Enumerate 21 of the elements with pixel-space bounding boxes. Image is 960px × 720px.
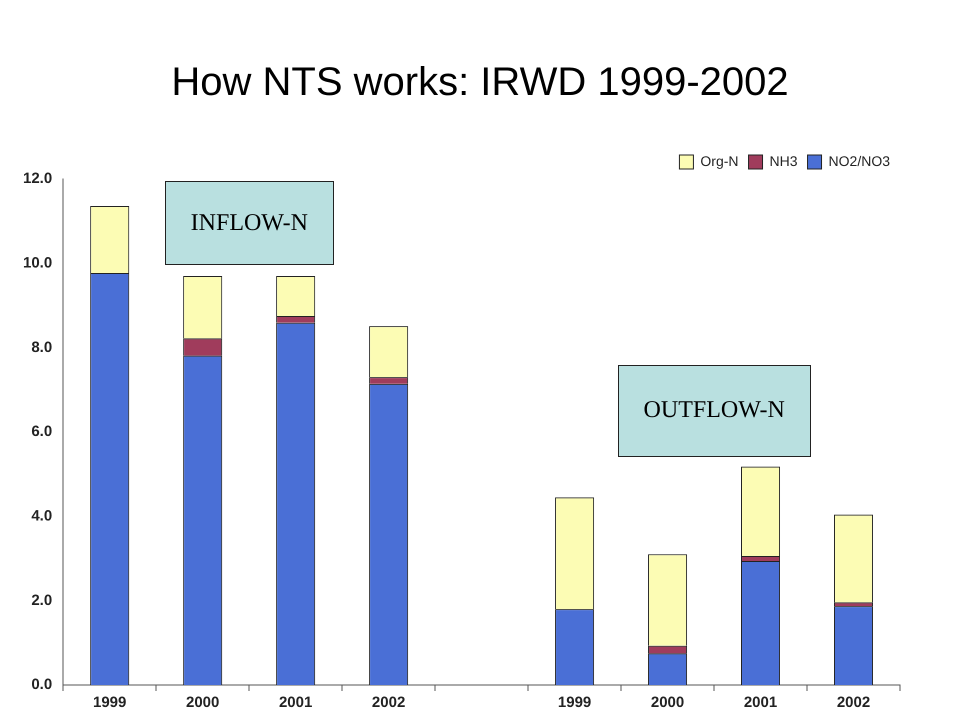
- y-tick-label: 6.0: [31, 423, 52, 440]
- x-tick-label: 2000: [650, 694, 684, 712]
- legend-label: NH3: [770, 152, 798, 169]
- y-tick-label: 8.0: [31, 338, 52, 356]
- y-tick-label: 2.0: [31, 592, 52, 609]
- x-tick-label: 2002: [372, 694, 406, 712]
- chart-title: How NTS works: IRWD 1999-2002: [170, 60, 790, 105]
- legend-label: NO2/NO3: [828, 152, 890, 169]
- x-tick-label: 2001: [278, 694, 312, 712]
- y-tick-label: 12.0: [22, 170, 52, 188]
- x-tick-label: 2000: [186, 694, 220, 712]
- x-tick-label: 1999: [558, 694, 592, 712]
- y-tick-label: 10.0: [22, 254, 52, 272]
- text-box: INFLOW-N: [164, 181, 334, 266]
- legend-label: Org-N: [700, 152, 739, 169]
- text-box: OUTFLOW-N: [618, 364, 811, 458]
- x-tick-label: 2001: [744, 694, 778, 712]
- x-tick-label: 2002: [836, 694, 870, 712]
- y-tick-label: 0.0: [31, 676, 52, 694]
- y-tick-label: 4.0: [31, 507, 52, 524]
- x-tick-label: 1999: [92, 694, 126, 712]
